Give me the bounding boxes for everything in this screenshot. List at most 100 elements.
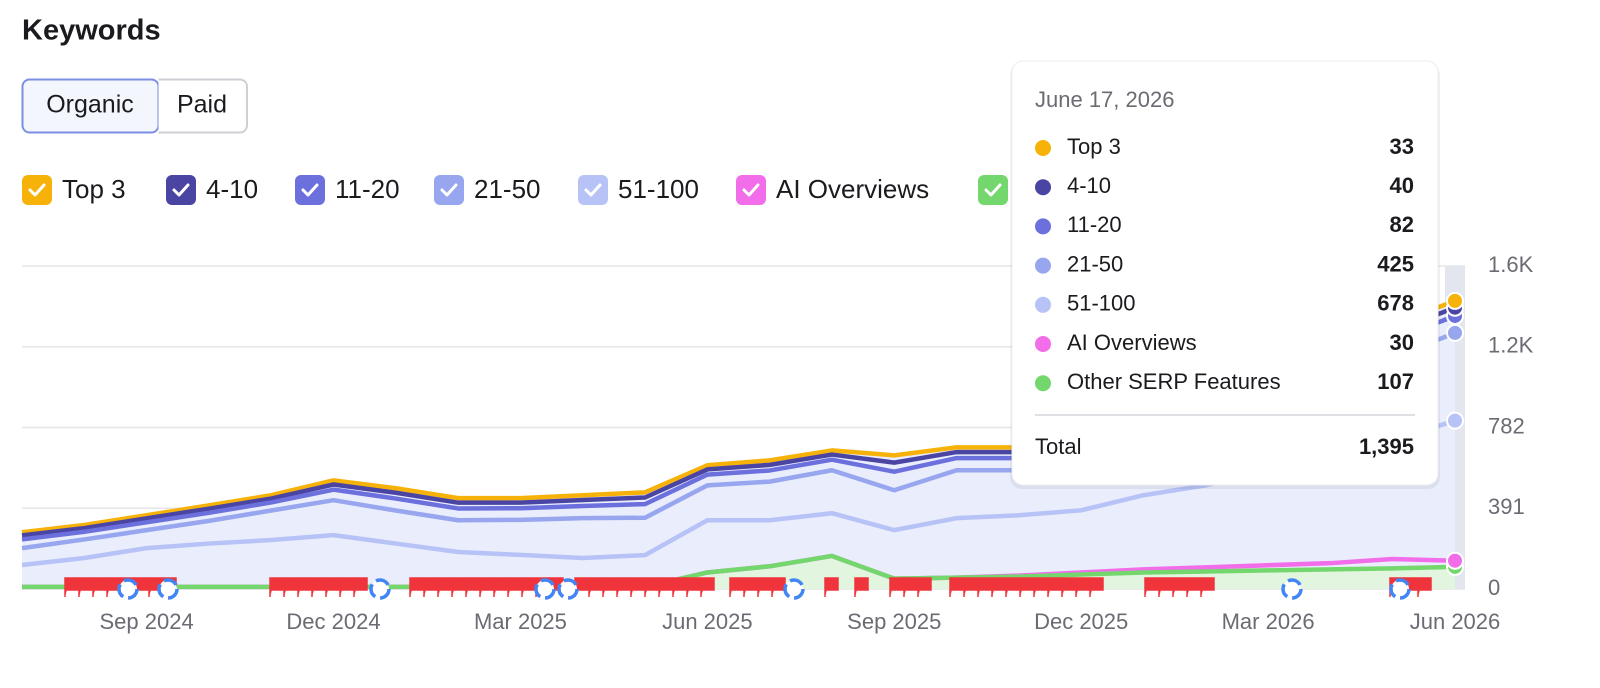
event-flag bbox=[757, 577, 772, 597]
x-tick-label: Jun 2025 bbox=[662, 609, 753, 634]
tab-label[interactable]: Paid bbox=[177, 91, 227, 119]
event-flag bbox=[339, 577, 354, 597]
google-update-icon bbox=[1389, 578, 1411, 600]
event-flag bbox=[353, 577, 368, 597]
y-tick-label: 1.2K bbox=[1488, 333, 1534, 358]
event-flag bbox=[889, 577, 904, 597]
event-flag bbox=[644, 577, 659, 597]
tab-paid[interactable] bbox=[158, 78, 248, 134]
tab-label[interactable]: Organic bbox=[46, 91, 134, 119]
event-flag bbox=[92, 577, 107, 597]
event-flag bbox=[311, 577, 326, 597]
legend-item[interactable]: 21-50 bbox=[434, 174, 541, 205]
event-flag bbox=[423, 577, 438, 597]
legend-item[interactable]: 11-20 bbox=[295, 174, 400, 205]
legend-item[interactable]: 51-100 bbox=[578, 174, 699, 205]
x-tick-label: Sep 2025 bbox=[847, 609, 941, 634]
legend-checkbox bbox=[295, 175, 325, 205]
event-flag bbox=[1089, 577, 1104, 597]
event-flag bbox=[1158, 577, 1173, 597]
event-flag bbox=[106, 577, 121, 597]
event-flag bbox=[1144, 577, 1159, 597]
tooltip-series-name: 51-100 bbox=[1067, 291, 1136, 316]
widget-title: Keywords bbox=[22, 15, 161, 47]
legend-label: 4-10 bbox=[206, 174, 258, 204]
tooltip-series-name: 21-50 bbox=[1067, 251, 1123, 276]
event-flag bbox=[963, 577, 978, 597]
event-flag bbox=[1005, 577, 1020, 597]
legend-item[interactable]: AI Overviews bbox=[736, 174, 929, 205]
hover-dot bbox=[1446, 551, 1464, 570]
event-flag bbox=[283, 577, 298, 597]
legend-checkbox bbox=[166, 175, 196, 205]
x-tick-label: Dec 2025 bbox=[1034, 609, 1128, 634]
series-line bbox=[22, 553, 1456, 590]
legend-label: Top 3 bbox=[62, 174, 126, 204]
y-tick-label: 782 bbox=[1488, 413, 1525, 438]
tooltip-series-name: 11-20 bbox=[1067, 212, 1122, 237]
event-flag bbox=[658, 577, 673, 597]
google-update-icon bbox=[117, 578, 139, 600]
x-tick-label: Mar 2026 bbox=[1222, 609, 1315, 634]
legend-item[interactable]: 4-10 bbox=[166, 174, 258, 205]
event-flag bbox=[297, 577, 312, 597]
event-flag bbox=[269, 577, 284, 597]
tooltip-series-value: 425 bbox=[1377, 251, 1414, 276]
check-icon bbox=[584, 183, 602, 197]
event-flag bbox=[917, 577, 932, 597]
hover-dot bbox=[1446, 411, 1464, 430]
event-flag bbox=[1033, 577, 1048, 597]
tooltip-date: June 17, 2026 bbox=[1035, 87, 1174, 112]
event-flag bbox=[630, 577, 645, 597]
event-flag bbox=[479, 577, 494, 597]
tooltip-series-value: 30 bbox=[1390, 330, 1414, 355]
tooltip-dot bbox=[1035, 218, 1051, 235]
y-tick-label: 391 bbox=[1488, 494, 1525, 519]
x-tick-label: Sep 2024 bbox=[100, 609, 194, 634]
tooltip-series-value: 82 bbox=[1390, 212, 1414, 237]
tab-group: Organic Paid bbox=[21, 78, 248, 134]
event-flag bbox=[743, 577, 758, 597]
event-flag bbox=[1075, 577, 1090, 597]
tooltip-series-value: 40 bbox=[1390, 173, 1414, 198]
tooltip: June 17, 2026 Top 3 33 4-10 40 11-20 82 21-50 42… bbox=[1010, 60, 1440, 489]
legend-item[interactable]: Top 3 bbox=[22, 174, 126, 205]
event-flag bbox=[949, 577, 964, 597]
check-icon bbox=[301, 183, 319, 197]
event-flag bbox=[1200, 577, 1215, 597]
event-flag bbox=[64, 577, 79, 597]
legend-checkbox bbox=[22, 175, 52, 205]
check-icon bbox=[984, 183, 1002, 197]
google-update-icon bbox=[369, 578, 391, 600]
google-update-icon bbox=[557, 578, 579, 600]
check-icon bbox=[172, 183, 190, 197]
event-flag bbox=[465, 577, 480, 597]
tooltip-dot bbox=[1035, 336, 1051, 352]
x-tick-label: Mar 2025 bbox=[474, 609, 567, 634]
event-flag bbox=[507, 577, 522, 597]
event-flag bbox=[521, 577, 536, 597]
total-area-fill bbox=[22, 300, 1455, 589]
event-flag bbox=[991, 577, 1006, 597]
event-flag bbox=[672, 577, 687, 597]
event-flag bbox=[729, 577, 744, 597]
legend-label: 21-50 bbox=[474, 174, 541, 204]
event-flag bbox=[1186, 577, 1201, 597]
tooltip-dot bbox=[1035, 375, 1051, 392]
event-flag bbox=[854, 577, 869, 597]
legend-checkbox bbox=[578, 175, 608, 205]
legend-checkbox bbox=[434, 175, 464, 205]
event-flag bbox=[588, 577, 603, 597]
tooltip-series-name: AI Overviews bbox=[1067, 330, 1197, 355]
x-tick-label: Dec 2024 bbox=[286, 609, 380, 634]
tooltip-total-value: 1,395 bbox=[1359, 434, 1414, 459]
tooltip-dot bbox=[1035, 140, 1051, 156]
event-flag bbox=[1172, 577, 1187, 597]
event-flag bbox=[437, 577, 452, 597]
y-tick-label: 1.6K bbox=[1488, 252, 1534, 277]
check-icon bbox=[440, 183, 458, 197]
event-flag bbox=[493, 577, 508, 597]
event-flag bbox=[686, 577, 701, 597]
x-tick-label: Jun 2026 bbox=[1410, 609, 1501, 634]
